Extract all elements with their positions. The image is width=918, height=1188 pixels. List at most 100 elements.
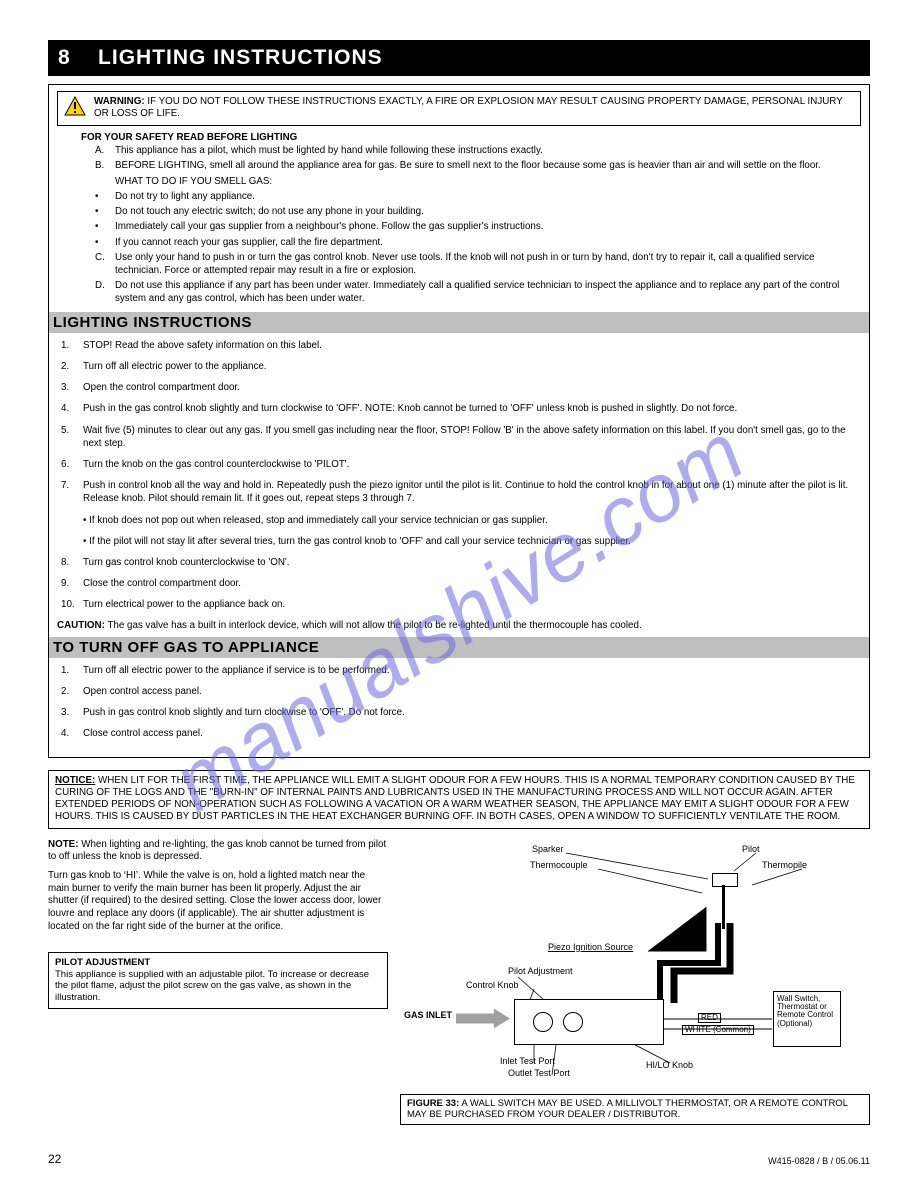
fys-item-text: Do not use this appliance if any part ha…: [115, 279, 861, 305]
fys-item: B. BEFORE LIGHTING, smell all around the …: [95, 159, 861, 172]
label-thermocouple: Thermocouple: [530, 861, 588, 871]
lighting-step-text: Turn gas control knob counterclockwise t…: [83, 556, 861, 569]
label-wall-switch: Wall Switch, Thermostat or Remote Contro…: [774, 992, 840, 1032]
fys-item: • If you cannot reach your gas supplier, …: [95, 236, 861, 249]
fys-item-label: A.: [95, 144, 109, 157]
fys-item-text: Do not touch any electric switch; do not…: [115, 205, 424, 218]
fys-item-text: Do not try to light any appliance.: [115, 190, 255, 203]
turnoff-step: 4. Close control access panel.: [61, 727, 861, 740]
turnoff-step-text: Open control access panel.: [83, 685, 861, 698]
lower-left-col: NOTE: When lighting and re-lighting, the…: [48, 839, 388, 1123]
pilot-adj-heading: PILOT ADJUSTMENT: [55, 957, 150, 968]
turnoff-steps-list: 1.Turn off all electric power to the app…: [57, 664, 861, 741]
lighting-step-number: 1.: [61, 339, 77, 352]
lighting-step: 6. Turn the knob on the gas control count…: [61, 458, 861, 471]
turnoff-heading-bar: TO TURN OFF GAS TO APPLIANCE: [49, 637, 869, 658]
lighting-step-text: Push in control knob all the way and hol…: [83, 479, 861, 505]
lighting-step-number: 9.: [61, 577, 77, 590]
fys-item-text: BEFORE LIGHTING, smell all around the ap…: [115, 159, 821, 172]
caution-heading: CAUTION:: [57, 620, 105, 631]
turnoff-step-number: 3.: [61, 706, 77, 719]
warning-text: WARNING: IF YOU DO NOT FOLLOW THESE INST…: [94, 96, 854, 120]
lighting-step-text: Close the control compartment door.: [83, 577, 861, 590]
lighting-step-text: Turn the knob on the gas control counter…: [83, 458, 861, 471]
lighting-step: 1. STOP! Read the above safety informatio…: [61, 339, 861, 352]
lighting-step-number: 8.: [61, 556, 77, 569]
notice-text: WHEN LIT FOR THE FIRST TIME, THE APPLIAN…: [55, 775, 855, 823]
fys-item-label: [95, 175, 109, 188]
fys-item: A.This appliance has a pilot, which must…: [95, 144, 861, 157]
lighting-step: • If knob does not pop out when released…: [61, 514, 861, 527]
caution-line: CAUTION: The gas valve has a built in in…: [57, 620, 861, 631]
turnoff-step-text: Push in gas control knob slightly and tu…: [83, 706, 861, 719]
lower-columns: NOTE: When lighting and re-lighting, the…: [48, 839, 870, 1123]
lower-right-col: Sparker Pilot Thermocouple Thermopile Pi…: [400, 839, 870, 1123]
lighting-step: 5.Wait five (5) minutes to clear out any…: [61, 424, 861, 450]
turnoff-step-text: Close control access panel.: [83, 727, 861, 740]
fys-item: •Do not try to light any appliance.: [95, 190, 861, 203]
turnoff-step: 3. Push in gas control knob slightly and …: [61, 706, 861, 719]
lighting-step-text: Turn off all electric power to the appli…: [83, 360, 861, 373]
fys-item-label: •: [95, 236, 109, 249]
lighting-step-number: [61, 514, 77, 527]
fys-item-label: •: [95, 220, 109, 233]
figure-caption-box: FIGURE 33: A WALL SWITCH MAY BE USED. A …: [400, 1094, 870, 1125]
notice-box: NOTICE: WHEN LIT FOR THE FIRST TIME, THE…: [48, 770, 870, 829]
title-number: 8: [58, 46, 71, 69]
label-piezo: Piezo Ignition Source: [548, 943, 633, 953]
warning-heading: WARNING:: [94, 96, 145, 107]
page: manualshive.com 8 LIGHTING INSTRUCTIONS …: [0, 0, 918, 1188]
relight-note: NOTE: When lighting and re-lighting, the…: [48, 839, 388, 864]
fys-heading: FOR YOUR SAFETY READ BEFORE LIGHTING: [57, 132, 861, 144]
figure-caption-text: A WALL SWITCH MAY BE USED. A MILLIVOLT T…: [407, 1098, 848, 1120]
lighting-step: 9. Close the control compartment door.: [61, 577, 861, 590]
pilot-adjustment-box: PILOT ADJUSTMENT This appliance is suppl…: [48, 952, 388, 1010]
lighting-step-text: Turn electrical power to the appliance b…: [83, 598, 861, 611]
caution-text: The gas valve has a built in interlock d…: [107, 620, 641, 631]
lighting-step-number: 7.: [61, 479, 77, 505]
label-hilo: HI/LO Knob: [646, 1061, 693, 1071]
hi-knob-paragraph: Turn gas knob to ‘HI’. While the valve i…: [48, 870, 388, 934]
warning-box: WARNING: IF YOU DO NOT FOLLOW THESE INST…: [57, 91, 861, 126]
lighting-step-text: • If knob does not pop out when released…: [83, 514, 861, 527]
lighting-step: 3.Open the control compartment door.: [61, 381, 861, 394]
fys-item: D.Do not use this appliance if any part …: [95, 279, 861, 305]
lighting-step-text: STOP! Read the above safety information …: [83, 339, 861, 352]
note-text: When lighting and re-lighting, the gas k…: [48, 839, 386, 863]
diagram-wires: [400, 839, 840, 1099]
lighting-heading-bar: LIGHTING INSTRUCTIONS: [49, 312, 869, 333]
turnoff-step: 2.Open control access panel.: [61, 685, 861, 698]
fys-item-label: D.: [95, 279, 109, 305]
fys-list: A.This appliance has a pilot, which must…: [57, 144, 861, 305]
fys-item-text: If you cannot reach your gas supplier, c…: [115, 236, 383, 249]
instructions-outer-box: WARNING: IF YOU DO NOT FOLLOW THESE INST…: [48, 84, 870, 758]
lighting-step-text: • If the pilot will not stay lit after s…: [83, 535, 861, 548]
fys-item: • Do not touch any electric switch; do no…: [95, 205, 861, 218]
fys-item-text: Use only your hand to push in or turn th…: [115, 251, 861, 277]
fys-item: C.Use only your hand to push in or turn …: [95, 251, 861, 277]
lighting-step-text: Wait five (5) minutes to clear out any g…: [83, 424, 861, 450]
section-title-bar: 8 LIGHTING INSTRUCTIONS: [48, 40, 870, 76]
pilot-assembly: [698, 865, 754, 929]
lighting-step: 2.Turn off all electric power to the app…: [61, 360, 861, 373]
turnoff-step-number: 1.: [61, 664, 77, 677]
fys-item: • Immediately call your gas supplier from…: [95, 220, 861, 233]
warning-icon: [64, 96, 88, 121]
label-red-wire: RED: [698, 1013, 721, 1024]
fys-item: WHAT TO DO IF YOU SMELL GAS:: [95, 175, 861, 188]
turnoff-step-number: 4.: [61, 727, 77, 740]
page-number: 22: [48, 1152, 61, 1166]
fys-item-label: •: [95, 205, 109, 218]
lighting-step-number: 6.: [61, 458, 77, 471]
figure-caption-label: FIGURE 33:: [407, 1098, 459, 1109]
valve-body: [514, 999, 664, 1045]
fys-item-label: B.: [95, 159, 109, 172]
label-gas-inlet: GAS INLET: [404, 1011, 452, 1021]
lighting-step-text: Open the control compartment door.: [83, 381, 861, 394]
fys-item-text: Immediately call your gas supplier from …: [115, 220, 544, 233]
title-text: LIGHTING INSTRUCTIONS: [98, 46, 383, 69]
lighting-step: 7.Push in control knob all the way and h…: [61, 479, 861, 505]
label-thermopile: Thermopile: [762, 861, 807, 871]
lighting-step: 8. Turn gas control knob counterclockwise…: [61, 556, 861, 569]
lighting-step-text: Push in the gas control knob slightly an…: [83, 402, 861, 415]
